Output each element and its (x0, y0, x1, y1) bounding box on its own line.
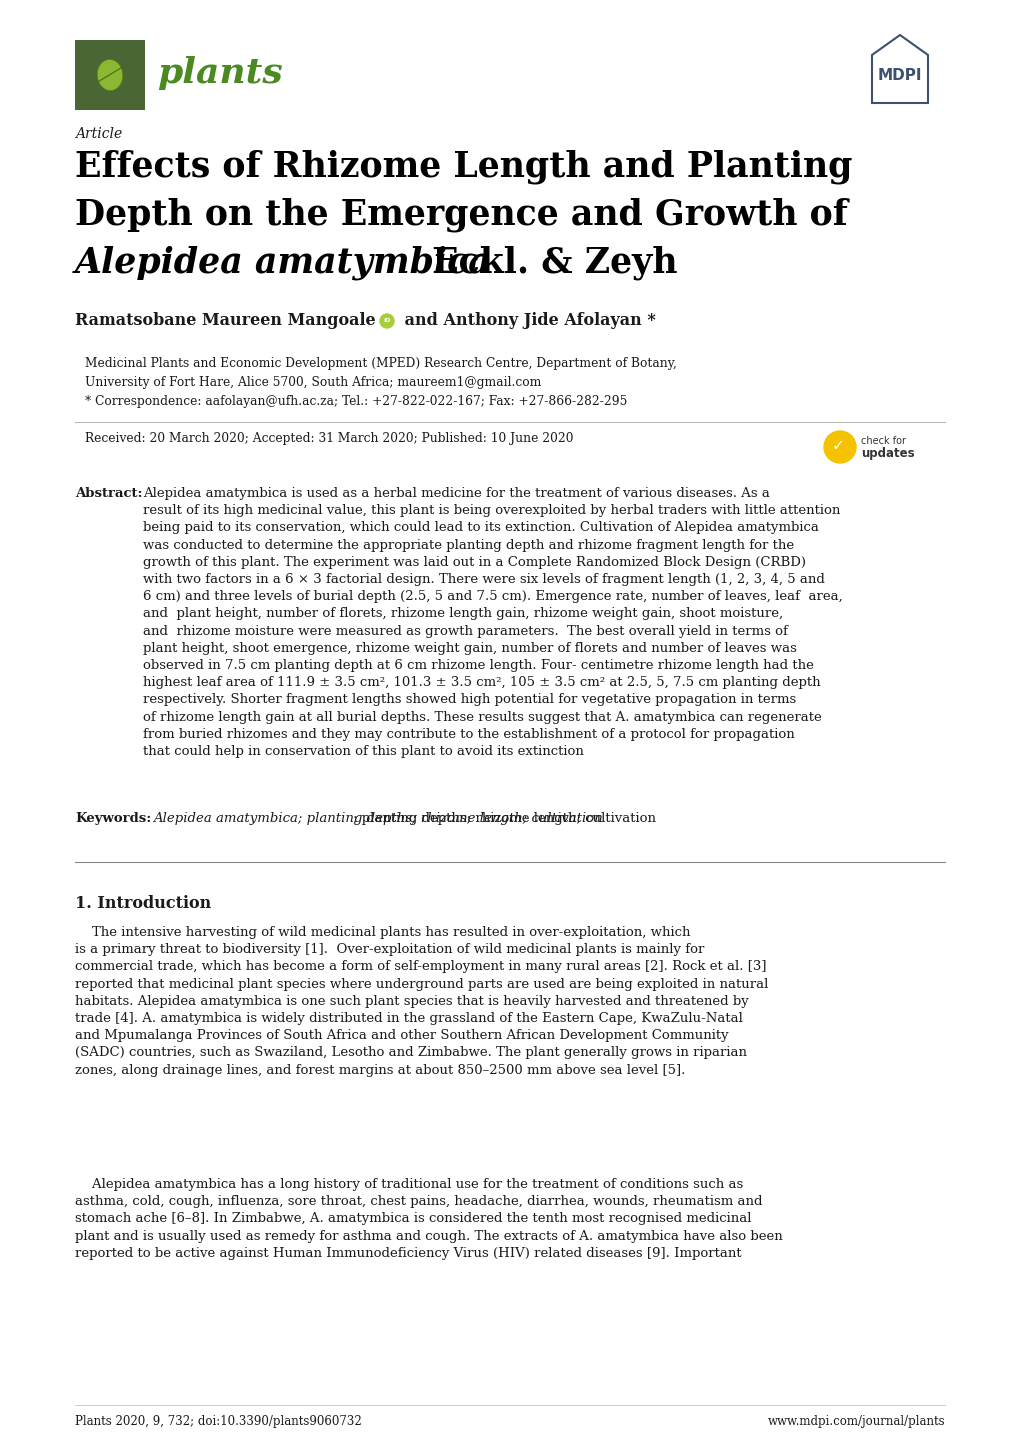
Text: and Anthony Jide Afolayan *: and Anthony Jide Afolayan * (398, 311, 655, 329)
Circle shape (380, 314, 393, 327)
Text: www.mdpi.com/journal/plants: www.mdpi.com/journal/plants (766, 1415, 944, 1428)
Polygon shape (97, 59, 122, 91)
Text: 1. Introduction: 1. Introduction (75, 895, 211, 911)
Text: Alepidea amatymbica; planting depths; rhizome length; cultivation: Alepidea amatymbica; planting depths; rh… (153, 812, 602, 825)
Text: check for: check for (860, 435, 905, 446)
Text: * Correspondence: aafolayan@ufh.ac.za; Tel.: +27-822-022-167; Fax: +27-866-282-2: * Correspondence: aafolayan@ufh.ac.za; T… (85, 395, 627, 408)
Circle shape (823, 431, 855, 463)
Text: Medicinal Plants and Economic Development (MPED) Research Centre, Department of : Medicinal Plants and Economic Developmen… (85, 358, 677, 371)
Text: Effects of Rhizome Length and Planting: Effects of Rhizome Length and Planting (75, 150, 852, 185)
Text: Eckl. & Zeyh: Eckl. & Zeyh (420, 247, 677, 281)
Text: Alepidea amatymbica: Alepidea amatymbica (75, 247, 491, 281)
Text: ✓: ✓ (830, 438, 844, 453)
Text: ; planting depths; rhizome length; cultivation: ; planting depths; rhizome length; culti… (353, 812, 655, 825)
Text: plants: plants (157, 56, 282, 89)
Text: Received: 20 March 2020; Accepted: 31 March 2020; Published: 10 June 2020: Received: 20 March 2020; Accepted: 31 Ma… (85, 433, 573, 446)
Text: MDPI: MDPI (877, 68, 921, 82)
Text: Ramatsobane Maureen Mangoale: Ramatsobane Maureen Mangoale (75, 311, 375, 329)
Text: Alepidea amatymbica has a long history of traditional use for the treatment of c: Alepidea amatymbica has a long history o… (75, 1178, 782, 1260)
Text: Depth on the Emergence and Growth of: Depth on the Emergence and Growth of (75, 198, 847, 232)
Text: Article: Article (75, 127, 122, 141)
Text: updates: updates (860, 447, 914, 460)
Text: University of Fort Hare, Alice 5700, South Africa; maureem1@gmail.com: University of Fort Hare, Alice 5700, Sou… (85, 376, 541, 389)
Text: Alepidea amatymbica is used as a herbal medicine for the treatment of various di: Alepidea amatymbica is used as a herbal … (143, 487, 842, 758)
Text: Keywords:: Keywords: (75, 812, 151, 825)
Text: Abstract:: Abstract: (75, 487, 143, 500)
Text: Plants 2020, 9, 732; doi:10.3390/plants9060732: Plants 2020, 9, 732; doi:10.3390/plants9… (75, 1415, 362, 1428)
Text: iD: iD (383, 319, 390, 323)
FancyBboxPatch shape (75, 40, 145, 110)
Text: The intensive harvesting of wild medicinal plants has resulted in over-exploitat: The intensive harvesting of wild medicin… (75, 926, 767, 1077)
